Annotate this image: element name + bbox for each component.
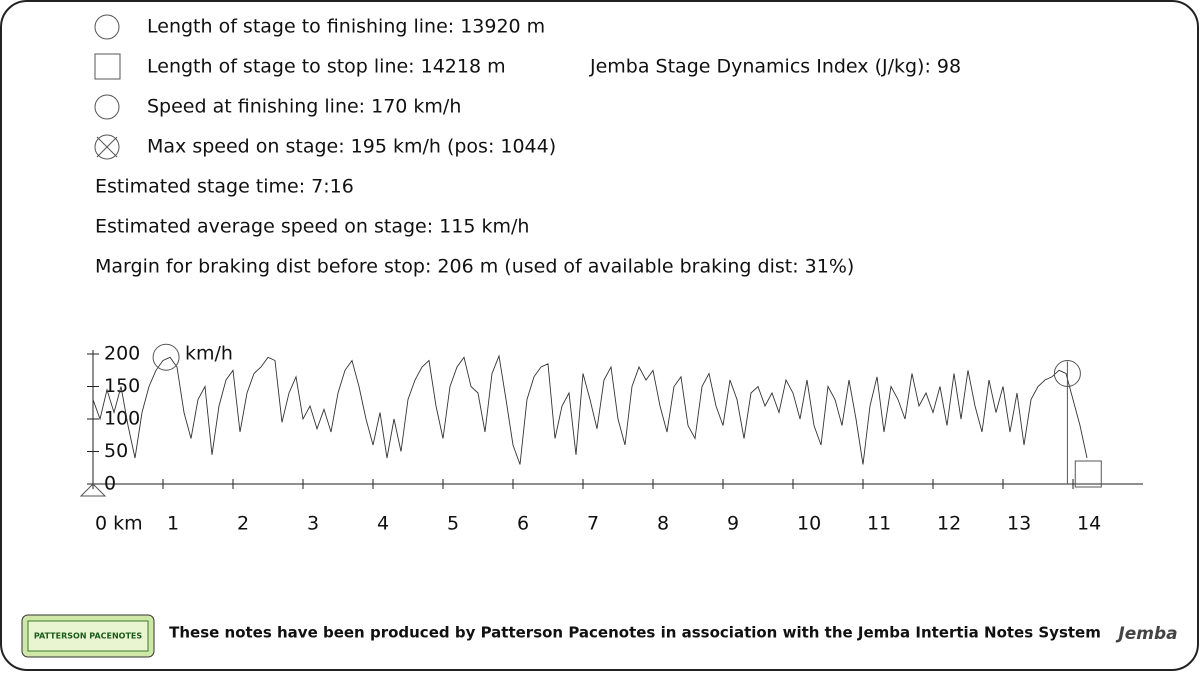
x-tick-label: 4	[377, 513, 389, 535]
y-tick-label: 0	[104, 473, 116, 495]
stop-marker	[1074, 460, 1102, 488]
brand: Jemba	[1115, 624, 1177, 644]
logo-text: PATTERSON PACENOTES	[34, 632, 143, 641]
x-tick-label: 0 km	[95, 513, 143, 535]
y-tick-label: 50	[104, 440, 128, 462]
x-tick-label: 6	[517, 513, 529, 535]
x-tick-label: 1	[167, 513, 179, 535]
stat-text: Estimated average speed on stage: 115 km…	[95, 216, 529, 238]
legend-text: Speed at finishing line: 170 km/h	[147, 96, 461, 118]
y-tick-label: 150	[104, 375, 140, 397]
legend-text: Length of stage to stop line: 14218 m	[147, 56, 506, 78]
x-tick-label: 12	[937, 513, 961, 535]
legend-text: Length of stage to finishing line: 13920…	[147, 16, 545, 38]
icon-stop	[94, 53, 121, 80]
stat-text: Margin for braking dist before stop: 206…	[95, 256, 854, 278]
x-tick-label: 5	[447, 513, 459, 535]
x-tick-label: 8	[657, 513, 669, 535]
x-tick-label: 14	[1077, 513, 1101, 535]
x-tick-label: 3	[307, 513, 319, 535]
x-tick-label: 10	[797, 513, 821, 535]
legend-text: Max speed on stage: 195 km/h (pos: 1044)	[147, 136, 556, 158]
icon-finish	[94, 14, 120, 40]
speed-line	[92, 354, 1088, 465]
x-tick-label: 11	[867, 513, 891, 535]
y-tick-label: 200	[104, 343, 140, 365]
footer-text: These notes have been produced by Patter…	[169, 624, 1101, 642]
x-tick-label: 9	[727, 513, 739, 535]
start-marker	[79, 483, 107, 497]
icon-max	[94, 134, 120, 160]
stat-text: Estimated stage time: 7:16	[95, 176, 354, 198]
index-text: Jemba Stage Dynamics Index (J/kg): 98	[589, 56, 961, 78]
y-axis-label: km/h	[185, 343, 233, 365]
max-marker	[152, 343, 180, 371]
icon-speed	[94, 94, 120, 120]
x-tick-label: 7	[587, 513, 599, 535]
finish-marker	[1053, 360, 1081, 387]
logo	[21, 614, 155, 658]
x-tick-label: 2	[237, 513, 249, 535]
x-tick-label: 13	[1007, 513, 1031, 535]
y-tick-label: 100	[104, 408, 140, 430]
